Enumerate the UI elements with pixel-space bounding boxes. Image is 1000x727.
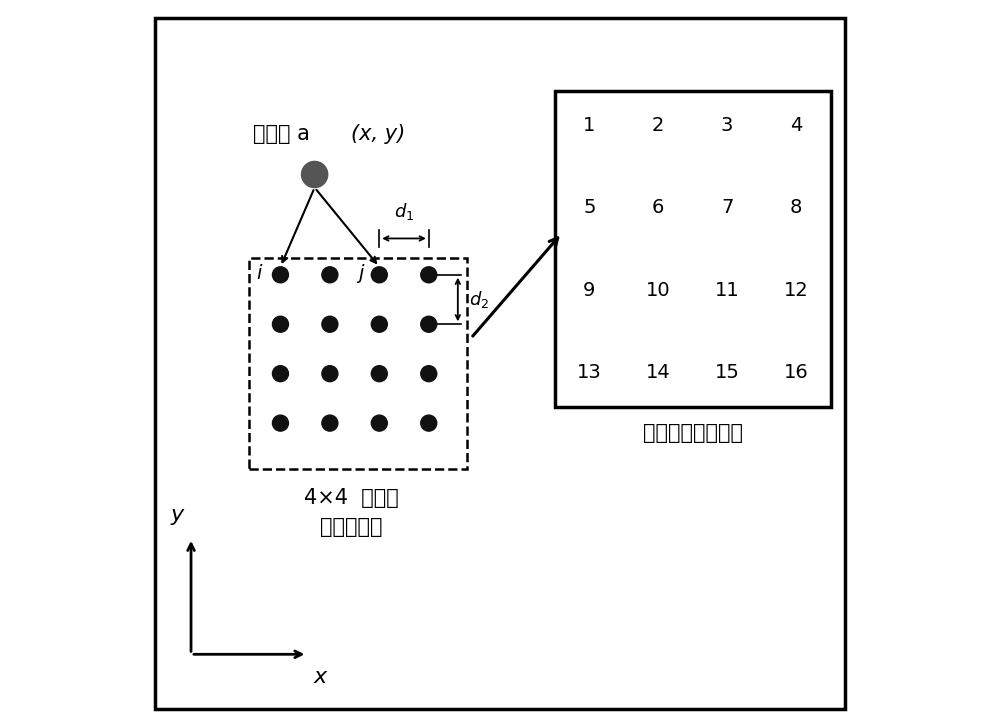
Text: $y$: $y$: [170, 507, 186, 527]
Circle shape: [272, 415, 288, 431]
Text: $i$: $i$: [256, 264, 264, 283]
Text: 11: 11: [715, 281, 739, 300]
Circle shape: [322, 366, 338, 382]
FancyBboxPatch shape: [155, 18, 845, 709]
Circle shape: [272, 267, 288, 283]
Text: 3: 3: [721, 116, 733, 135]
Text: (x, y): (x, y): [351, 124, 405, 144]
Text: 16: 16: [784, 363, 808, 382]
Text: $d_1$: $d_1$: [394, 201, 414, 222]
Text: $d_2$: $d_2$: [469, 289, 489, 310]
Text: 15: 15: [715, 363, 740, 382]
Circle shape: [371, 316, 387, 332]
Circle shape: [371, 415, 387, 431]
Circle shape: [272, 366, 288, 382]
Bar: [249, 258, 467, 469]
Text: 4: 4: [790, 116, 802, 135]
Circle shape: [421, 366, 437, 382]
Text: 1: 1: [583, 116, 596, 135]
Text: $x$: $x$: [313, 667, 329, 688]
Text: 2: 2: [652, 116, 664, 135]
Circle shape: [302, 161, 328, 188]
Text: 8: 8: [790, 198, 802, 217]
Circle shape: [272, 316, 288, 332]
Circle shape: [421, 267, 437, 283]
Text: 成像点 a: 成像点 a: [253, 124, 316, 144]
Bar: [555, 91, 831, 407]
Circle shape: [322, 267, 338, 283]
Text: $j$: $j$: [356, 262, 366, 285]
Circle shape: [371, 267, 387, 283]
Text: 阵元点的排布序列: 阵元点的排布序列: [643, 422, 743, 443]
Circle shape: [322, 415, 338, 431]
Text: 14: 14: [646, 363, 671, 382]
Text: 6: 6: [652, 198, 664, 217]
Circle shape: [322, 316, 338, 332]
Text: 7: 7: [721, 198, 733, 217]
Text: 接收阵元点: 接收阵元点: [320, 517, 382, 537]
Text: 13: 13: [577, 363, 602, 382]
Text: 9: 9: [583, 281, 596, 300]
Text: 10: 10: [646, 281, 671, 300]
Circle shape: [371, 366, 387, 382]
Circle shape: [421, 415, 437, 431]
Text: 4×4  激励和: 4×4 激励和: [304, 488, 398, 508]
Text: 12: 12: [784, 281, 808, 300]
Text: 5: 5: [583, 198, 596, 217]
Circle shape: [421, 316, 437, 332]
